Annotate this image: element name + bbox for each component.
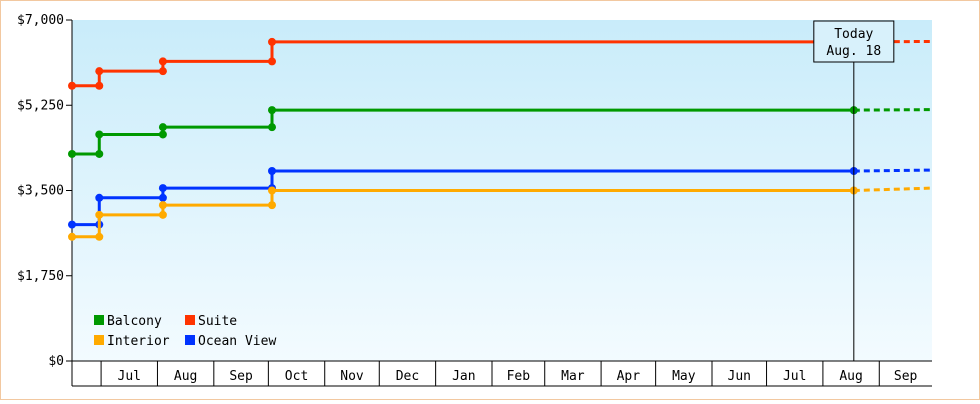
today-date: Aug. 18 — [826, 44, 881, 59]
data-point — [95, 130, 103, 138]
data-point — [159, 184, 167, 192]
data-point — [268, 187, 276, 195]
data-point — [268, 38, 276, 46]
data-point — [159, 130, 167, 138]
legend-swatch — [94, 335, 104, 345]
data-point — [159, 67, 167, 75]
data-point — [268, 57, 276, 65]
y-tick-label: $7,000 — [17, 13, 64, 28]
x-month-label: Dec — [396, 369, 419, 384]
y-tick-label: $5,250 — [17, 98, 64, 113]
x-month-label: Jan — [452, 369, 475, 384]
data-point — [68, 82, 76, 90]
legend-label: Ocean View — [198, 334, 276, 349]
data-point — [68, 221, 76, 229]
data-point — [95, 67, 103, 75]
y-tick-label: $0 — [48, 354, 64, 369]
data-point — [268, 106, 276, 114]
legend-label: Suite — [198, 314, 237, 329]
data-point — [159, 201, 167, 209]
data-point — [268, 201, 276, 209]
data-point — [95, 82, 103, 90]
data-point — [95, 150, 103, 158]
x-month-label: Aug — [839, 369, 862, 384]
x-month-label: Jul — [118, 369, 141, 384]
x-axis: Jul Aug Sep Oct Nov Dec Jan Feb Mar Apr May Jun Jul A… — [72, 361, 932, 386]
legend-label: Interior — [107, 334, 170, 349]
data-point — [68, 233, 76, 241]
data-point — [95, 211, 103, 219]
legend-swatch — [94, 315, 104, 325]
data-point — [95, 233, 103, 241]
x-month-label: Nov — [340, 369, 364, 384]
x-month-label: Feb — [507, 369, 531, 384]
data-point — [159, 211, 167, 219]
data-point — [159, 57, 167, 65]
x-month-label: Apr — [617, 369, 641, 384]
x-month-label: Aug — [174, 369, 197, 384]
y-tick-label: $1,750 — [17, 269, 64, 284]
today-label: Today — [834, 27, 873, 42]
y-axis: $0 $1,750 $3,500 $5,250 $7,000 — [17, 13, 72, 386]
x-month-label: Oct — [285, 369, 308, 384]
data-point — [95, 194, 103, 202]
x-month-label: Sep — [894, 369, 918, 384]
data-point — [68, 150, 76, 158]
legend-swatch — [185, 335, 195, 345]
x-month-label: Mar — [561, 369, 585, 384]
data-point — [159, 194, 167, 202]
data-point — [159, 123, 167, 131]
legend-item: Ocean View — [185, 334, 276, 349]
x-month-label: Sep — [229, 369, 253, 384]
data-point — [268, 167, 276, 175]
y-tick-label: $3,500 — [17, 184, 64, 199]
x-month-label: Jun — [728, 369, 751, 384]
legend-swatch — [185, 315, 195, 325]
x-month-label: Jul — [783, 369, 806, 384]
x-month-label: May — [672, 369, 696, 384]
data-point — [268, 123, 276, 131]
legend-label: Balcony — [107, 314, 162, 329]
